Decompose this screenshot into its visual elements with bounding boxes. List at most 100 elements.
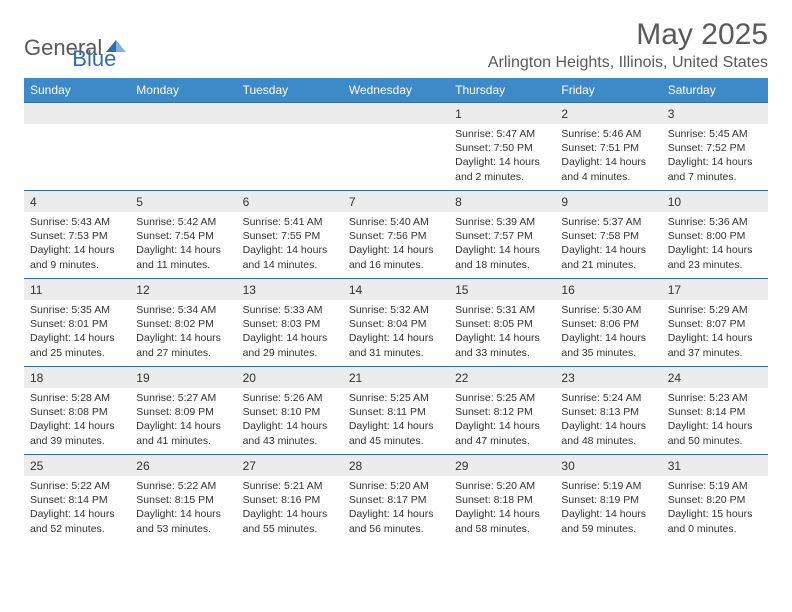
sunset-text: Sunset: 8:01 PM [30,317,124,331]
calendar-day-cell: 17Sunrise: 5:29 AMSunset: 8:07 PMDayligh… [662,279,768,367]
day-body: Sunrise: 5:20 AMSunset: 8:17 PMDaylight:… [343,476,449,540]
day-body: Sunrise: 5:22 AMSunset: 8:14 PMDaylight:… [24,476,130,540]
daylight-text: Daylight: 14 hours and 21 minutes. [561,243,655,271]
sunset-text: Sunset: 8:02 PM [136,317,230,331]
daylight-text: Daylight: 14 hours and 31 minutes. [349,331,443,359]
daylight-text: Daylight: 14 hours and 11 minutes. [136,243,230,271]
sunrise-text: Sunrise: 5:25 AM [455,391,549,405]
sunrise-text: Sunrise: 5:19 AM [561,479,655,493]
day-body: Sunrise: 5:20 AMSunset: 8:18 PMDaylight:… [449,476,555,540]
sunset-text: Sunset: 8:20 PM [668,493,762,507]
sunset-text: Sunset: 8:06 PM [561,317,655,331]
sunrise-text: Sunrise: 5:26 AM [243,391,337,405]
sunset-text: Sunset: 7:58 PM [561,229,655,243]
calendar-day-cell: 7Sunrise: 5:40 AMSunset: 7:56 PMDaylight… [343,191,449,279]
day-body: Sunrise: 5:40 AMSunset: 7:56 PMDaylight:… [343,212,449,276]
sunset-text: Sunset: 8:07 PM [668,317,762,331]
daylight-text: Daylight: 14 hours and 50 minutes. [668,419,762,447]
day-number: 16 [555,279,661,300]
sunset-text: Sunset: 8:00 PM [668,229,762,243]
day-number [130,103,236,124]
sunrise-text: Sunrise: 5:29 AM [668,303,762,317]
weekday-header: Saturday [662,78,768,103]
calendar-day-cell: 22Sunrise: 5:25 AMSunset: 8:12 PMDayligh… [449,367,555,455]
day-number: 8 [449,191,555,212]
weekday-header-row: Sunday Monday Tuesday Wednesday Thursday… [24,78,768,103]
calendar-table: Sunday Monday Tuesday Wednesday Thursday… [24,78,768,543]
sunrise-text: Sunrise: 5:24 AM [561,391,655,405]
logo: General Blue [24,18,116,72]
calendar-day-cell: 5Sunrise: 5:42 AMSunset: 7:54 PMDaylight… [130,191,236,279]
day-body: Sunrise: 5:41 AMSunset: 7:55 PMDaylight:… [237,212,343,276]
sunset-text: Sunset: 8:04 PM [349,317,443,331]
logo-text-b: Blue [72,46,116,72]
calendar-day-cell: 31Sunrise: 5:19 AMSunset: 8:20 PMDayligh… [662,455,768,543]
calendar-day-cell: 9Sunrise: 5:37 AMSunset: 7:58 PMDaylight… [555,191,661,279]
sunset-text: Sunset: 8:09 PM [136,405,230,419]
weekday-header: Tuesday [237,78,343,103]
day-number: 23 [555,367,661,388]
daylight-text: Daylight: 14 hours and 48 minutes. [561,419,655,447]
day-number: 4 [24,191,130,212]
weekday-header: Friday [555,78,661,103]
daylight-text: Daylight: 14 hours and 23 minutes. [668,243,762,271]
day-number: 17 [662,279,768,300]
sunrise-text: Sunrise: 5:30 AM [561,303,655,317]
daylight-text: Daylight: 14 hours and 9 minutes. [30,243,124,271]
day-body: Sunrise: 5:25 AMSunset: 8:12 PMDaylight:… [449,388,555,452]
daylight-text: Daylight: 14 hours and 58 minutes. [455,507,549,535]
day-body: Sunrise: 5:45 AMSunset: 7:52 PMDaylight:… [662,124,768,188]
day-body: Sunrise: 5:32 AMSunset: 8:04 PMDaylight:… [343,300,449,364]
daylight-text: Daylight: 14 hours and 35 minutes. [561,331,655,359]
calendar-week-row: 4Sunrise: 5:43 AMSunset: 7:53 PMDaylight… [24,191,768,279]
sunset-text: Sunset: 7:53 PM [30,229,124,243]
weekday-header: Sunday [24,78,130,103]
daylight-text: Daylight: 14 hours and 59 minutes. [561,507,655,535]
sunrise-text: Sunrise: 5:28 AM [30,391,124,405]
location-text: Arlington Heights, Illinois, United Stat… [488,54,768,72]
sunrise-text: Sunrise: 5:25 AM [349,391,443,405]
day-number: 25 [24,455,130,476]
sunset-text: Sunset: 8:13 PM [561,405,655,419]
day-number: 19 [130,367,236,388]
day-number [237,103,343,124]
calendar-day-cell: 20Sunrise: 5:26 AMSunset: 8:10 PMDayligh… [237,367,343,455]
sunrise-text: Sunrise: 5:47 AM [455,127,549,141]
daylight-text: Daylight: 14 hours and 16 minutes. [349,243,443,271]
day-body: Sunrise: 5:30 AMSunset: 8:06 PMDaylight:… [555,300,661,364]
sunset-text: Sunset: 8:15 PM [136,493,230,507]
sunset-text: Sunset: 7:52 PM [668,141,762,155]
calendar-day-cell: 14Sunrise: 5:32 AMSunset: 8:04 PMDayligh… [343,279,449,367]
day-number: 26 [130,455,236,476]
calendar-day-cell [130,103,236,191]
day-body: Sunrise: 5:43 AMSunset: 7:53 PMDaylight:… [24,212,130,276]
day-body: Sunrise: 5:42 AMSunset: 7:54 PMDaylight:… [130,212,236,276]
day-body: Sunrise: 5:33 AMSunset: 8:03 PMDaylight:… [237,300,343,364]
sunset-text: Sunset: 8:10 PM [243,405,337,419]
daylight-text: Daylight: 14 hours and 52 minutes. [30,507,124,535]
sunset-text: Sunset: 8:08 PM [30,405,124,419]
daylight-text: Daylight: 14 hours and 7 minutes. [668,155,762,183]
daylight-text: Daylight: 14 hours and 27 minutes. [136,331,230,359]
calendar-week-row: 11Sunrise: 5:35 AMSunset: 8:01 PMDayligh… [24,279,768,367]
day-number [343,103,449,124]
day-body: Sunrise: 5:19 AMSunset: 8:20 PMDaylight:… [662,476,768,540]
daylight-text: Daylight: 14 hours and 14 minutes. [243,243,337,271]
day-body: Sunrise: 5:29 AMSunset: 8:07 PMDaylight:… [662,300,768,364]
daylight-text: Daylight: 14 hours and 39 minutes. [30,419,124,447]
sunrise-text: Sunrise: 5:46 AM [561,127,655,141]
day-number: 29 [449,455,555,476]
sunset-text: Sunset: 7:57 PM [455,229,549,243]
calendar-day-cell: 24Sunrise: 5:23 AMSunset: 8:14 PMDayligh… [662,367,768,455]
day-number: 9 [555,191,661,212]
sunset-text: Sunset: 8:14 PM [30,493,124,507]
daylight-text: Daylight: 14 hours and 4 minutes. [561,155,655,183]
daylight-text: Daylight: 14 hours and 56 minutes. [349,507,443,535]
sunrise-text: Sunrise: 5:40 AM [349,215,443,229]
sunrise-text: Sunrise: 5:39 AM [455,215,549,229]
calendar-day-cell: 12Sunrise: 5:34 AMSunset: 8:02 PMDayligh… [130,279,236,367]
day-number [24,103,130,124]
sunrise-text: Sunrise: 5:20 AM [455,479,549,493]
sunset-text: Sunset: 8:03 PM [243,317,337,331]
day-body: Sunrise: 5:47 AMSunset: 7:50 PMDaylight:… [449,124,555,188]
